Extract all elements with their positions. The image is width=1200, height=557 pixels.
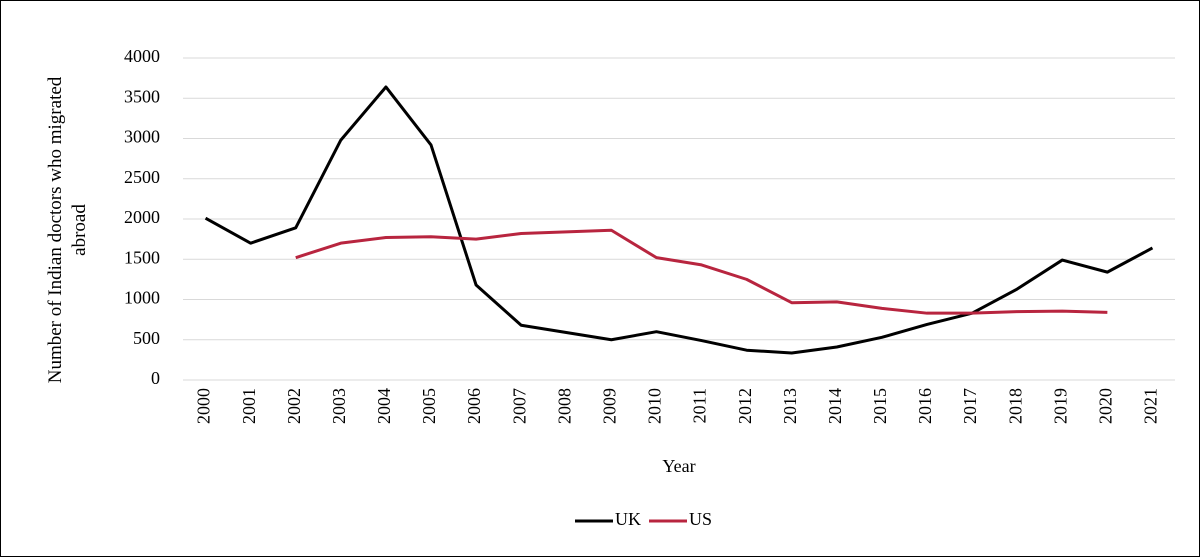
x-tick-label: 2002	[284, 388, 304, 424]
x-tick-label: 2012	[735, 388, 755, 424]
y-tick-label: 4000	[124, 46, 160, 66]
y-tick-label: 3000	[124, 127, 160, 147]
x-tick-label: 2000	[194, 388, 214, 424]
x-tick-label: 2020	[1095, 388, 1115, 424]
x-tick-label: 2016	[915, 388, 935, 424]
x-tick-label: 2003	[329, 388, 349, 424]
x-tick-label: 2018	[1005, 388, 1025, 424]
x-tick-label: 2019	[1050, 388, 1070, 424]
x-tick-label: 2004	[374, 388, 394, 424]
y-tick-label: 2500	[124, 167, 160, 187]
x-tick-label: 2017	[960, 388, 980, 424]
x-tick-label: 2006	[464, 388, 484, 424]
x-tick-label: 2005	[419, 388, 439, 424]
series-line	[295, 228, 1108, 315]
x-tick-label: 2015	[870, 388, 890, 424]
y-tick-label: 0	[151, 368, 160, 388]
x-tick-label: 2009	[599, 388, 619, 424]
x-axis-title: Year	[662, 456, 695, 476]
x-tick-label: 2010	[645, 388, 665, 424]
y-tick-label: 1000	[124, 288, 160, 308]
legend-label: UK	[615, 509, 641, 529]
x-tick-label: 2014	[825, 388, 845, 424]
x-tick-label: 2001	[239, 388, 259, 424]
y-tick-label: 3500	[124, 86, 160, 106]
legend-label: US	[689, 509, 712, 529]
y-tick-label: 500	[133, 328, 160, 348]
x-tick-label: 2008	[554, 388, 574, 424]
y-axis-title: Number of Indian doctors who migrated ab…	[45, 76, 90, 384]
x-tick-label: 2007	[509, 388, 529, 424]
y-tick-label: 2000	[124, 207, 160, 227]
x-tick-label: 2021	[1141, 388, 1161, 424]
x-tick-label: 2013	[780, 388, 800, 424]
y-tick-label: 1500	[124, 247, 160, 267]
x-tick-label: 2011	[690, 388, 710, 423]
series-line	[204, 85, 1154, 355]
